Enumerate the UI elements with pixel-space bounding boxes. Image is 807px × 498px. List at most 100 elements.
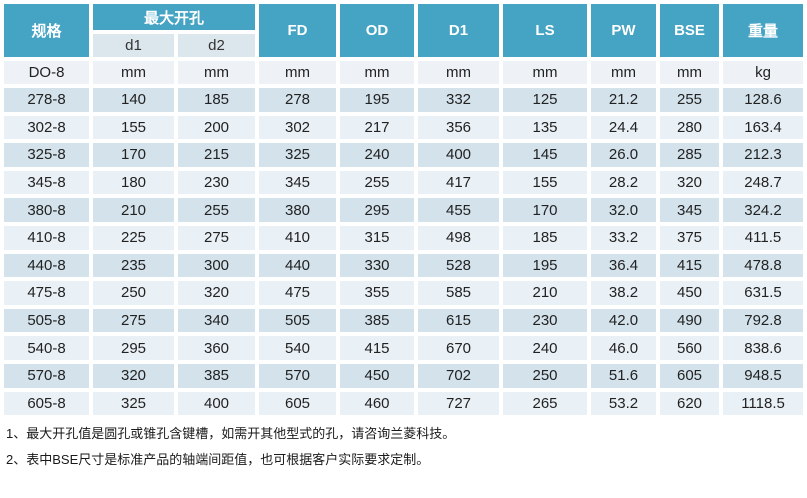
units-cell: mm xyxy=(340,61,415,84)
value-cell: 195 xyxy=(340,88,415,112)
units-cell: mm xyxy=(503,61,588,84)
value-cell: 275 xyxy=(178,225,256,250)
value-cell: 210 xyxy=(93,198,174,222)
value-cell: 340 xyxy=(178,308,256,333)
value-cell: 360 xyxy=(178,336,256,360)
value-cell: 180 xyxy=(93,170,174,195)
value-cell: 375 xyxy=(660,225,720,250)
spec-cell: 278-8 xyxy=(4,88,89,112)
value-cell: 460 xyxy=(340,391,415,416)
table-row: 302-8 155 200 302 217 356 135 24.4 280 163.4 xyxy=(4,115,804,140)
value-cell: 325 xyxy=(93,391,174,416)
value-cell: 170 xyxy=(93,143,174,167)
table-row: 540-8 295 360 540 415 670 240 46.0 560 838.6 xyxy=(4,336,804,360)
table-row: 410-8 225 275 410 315 498 185 33.2 375 411.5 xyxy=(4,225,804,250)
value-cell: 295 xyxy=(340,198,415,222)
value-cell: 235 xyxy=(93,253,174,278)
table-header: 规格 最大开孔 FD OD D1 LS PW BSE 重量 d1 d2 xyxy=(4,4,804,57)
table-row: 570-8 320 385 570 450 702 250 51.6 605 948.5 xyxy=(4,363,804,388)
value-cell: 410 xyxy=(259,225,337,250)
spec-cell: 475-8 xyxy=(4,281,89,305)
value-cell: 380 xyxy=(259,198,337,222)
value-cell: 324.2 xyxy=(723,198,804,222)
spec-cell: 380-8 xyxy=(4,198,89,222)
units-cell: kg xyxy=(723,61,804,84)
value-cell: 332 xyxy=(418,88,500,112)
value-cell: 300 xyxy=(178,253,256,278)
value-cell: 248.7 xyxy=(723,170,804,195)
value-cell: 28.2 xyxy=(591,170,657,195)
value-cell: 400 xyxy=(178,391,256,416)
value-cell: 295 xyxy=(93,336,174,360)
units-cell: mm xyxy=(660,61,720,84)
value-cell: 417 xyxy=(418,170,500,195)
value-cell: 727 xyxy=(418,391,500,416)
units-row: DO-8 mm mm mm mm mm mm mm mm kg xyxy=(4,61,804,84)
units-cell: mm xyxy=(591,61,657,84)
value-cell: 230 xyxy=(503,308,588,333)
subheader-d1: d1 xyxy=(93,34,174,57)
value-cell: 36.4 xyxy=(591,253,657,278)
value-cell: 838.6 xyxy=(723,336,804,360)
spec-table: 规格 最大开孔 FD OD D1 LS PW BSE 重量 d1 d2 DO-8… xyxy=(4,4,804,416)
spec-cell: 605-8 xyxy=(4,391,89,416)
value-cell: 215 xyxy=(178,143,256,167)
value-cell: 230 xyxy=(178,170,256,195)
col-header-spec: 规格 xyxy=(4,4,89,57)
footnotes: 1、最大开孔值是圆孔或锥孔含键槽，如需开其他型式的孔，请咨询兰菱科技。 2、表中… xyxy=(0,419,807,468)
spec-cell: 440-8 xyxy=(4,253,89,278)
value-cell: 240 xyxy=(340,143,415,167)
footnote-2: 2、表中BSE尺寸是标准产品的轴端间距值，也可根据客户实际要求定制。 xyxy=(6,452,430,468)
table-row: 505-8 275 340 505 385 615 230 42.0 490 792.8 xyxy=(4,308,804,333)
value-cell: 478.8 xyxy=(723,253,804,278)
value-cell: 32.0 xyxy=(591,198,657,222)
value-cell: 455 xyxy=(418,198,500,222)
table-row: 475-8 250 320 475 355 585 210 38.2 450 631.5 xyxy=(4,281,804,305)
col-header-pw: PW xyxy=(591,4,657,57)
value-cell: 53.2 xyxy=(591,391,657,416)
value-cell: 450 xyxy=(660,281,720,305)
spec-cell: 505-8 xyxy=(4,308,89,333)
value-cell: 948.5 xyxy=(723,363,804,388)
spec-cell: 570-8 xyxy=(4,363,89,388)
value-cell: 250 xyxy=(503,363,588,388)
value-cell: 265 xyxy=(503,391,588,416)
value-cell: 325 xyxy=(259,143,337,167)
units-cell: mm xyxy=(259,61,337,84)
value-cell: 411.5 xyxy=(723,225,804,250)
value-cell: 315 xyxy=(340,225,415,250)
value-cell: 128.6 xyxy=(723,88,804,112)
spec-cell: 345-8 xyxy=(4,170,89,195)
value-cell: 670 xyxy=(418,336,500,360)
value-cell: 498 xyxy=(418,225,500,250)
value-cell: 1118.5 xyxy=(723,391,804,416)
value-cell: 400 xyxy=(418,143,500,167)
value-cell: 278 xyxy=(259,88,337,112)
units-cell: mm xyxy=(418,61,500,84)
value-cell: 170 xyxy=(503,198,588,222)
table-row: 380-8 210 255 380 295 455 170 32.0 345 324.2 xyxy=(4,198,804,222)
value-cell: 320 xyxy=(93,363,174,388)
value-cell: 330 xyxy=(340,253,415,278)
value-cell: 345 xyxy=(259,170,337,195)
col-header-fd: FD xyxy=(259,4,337,57)
value-cell: 250 xyxy=(93,281,174,305)
footnote-1: 1、最大开孔值是圆孔或锥孔含键槽，如需开其他型式的孔，请咨询兰菱科技。 xyxy=(6,426,456,442)
value-cell: 345 xyxy=(660,198,720,222)
value-cell: 585 xyxy=(418,281,500,305)
value-cell: 46.0 xyxy=(591,336,657,360)
value-cell: 475 xyxy=(259,281,337,305)
value-cell: 163.4 xyxy=(723,115,804,140)
spec-cell: 410-8 xyxy=(4,225,89,250)
col-header-max-bore-group: 最大开孔 xyxy=(93,4,256,30)
units-cell-spec: DO-8 xyxy=(4,61,89,84)
value-cell: 490 xyxy=(660,308,720,333)
col-header-d1-outer: D1 xyxy=(418,4,500,57)
value-cell: 570 xyxy=(259,363,337,388)
units-cell: mm xyxy=(178,61,256,84)
value-cell: 615 xyxy=(418,308,500,333)
value-cell: 450 xyxy=(340,363,415,388)
value-cell: 320 xyxy=(178,281,256,305)
table-body: DO-8 mm mm mm mm mm mm mm mm kg 278-8 140… xyxy=(4,61,804,416)
